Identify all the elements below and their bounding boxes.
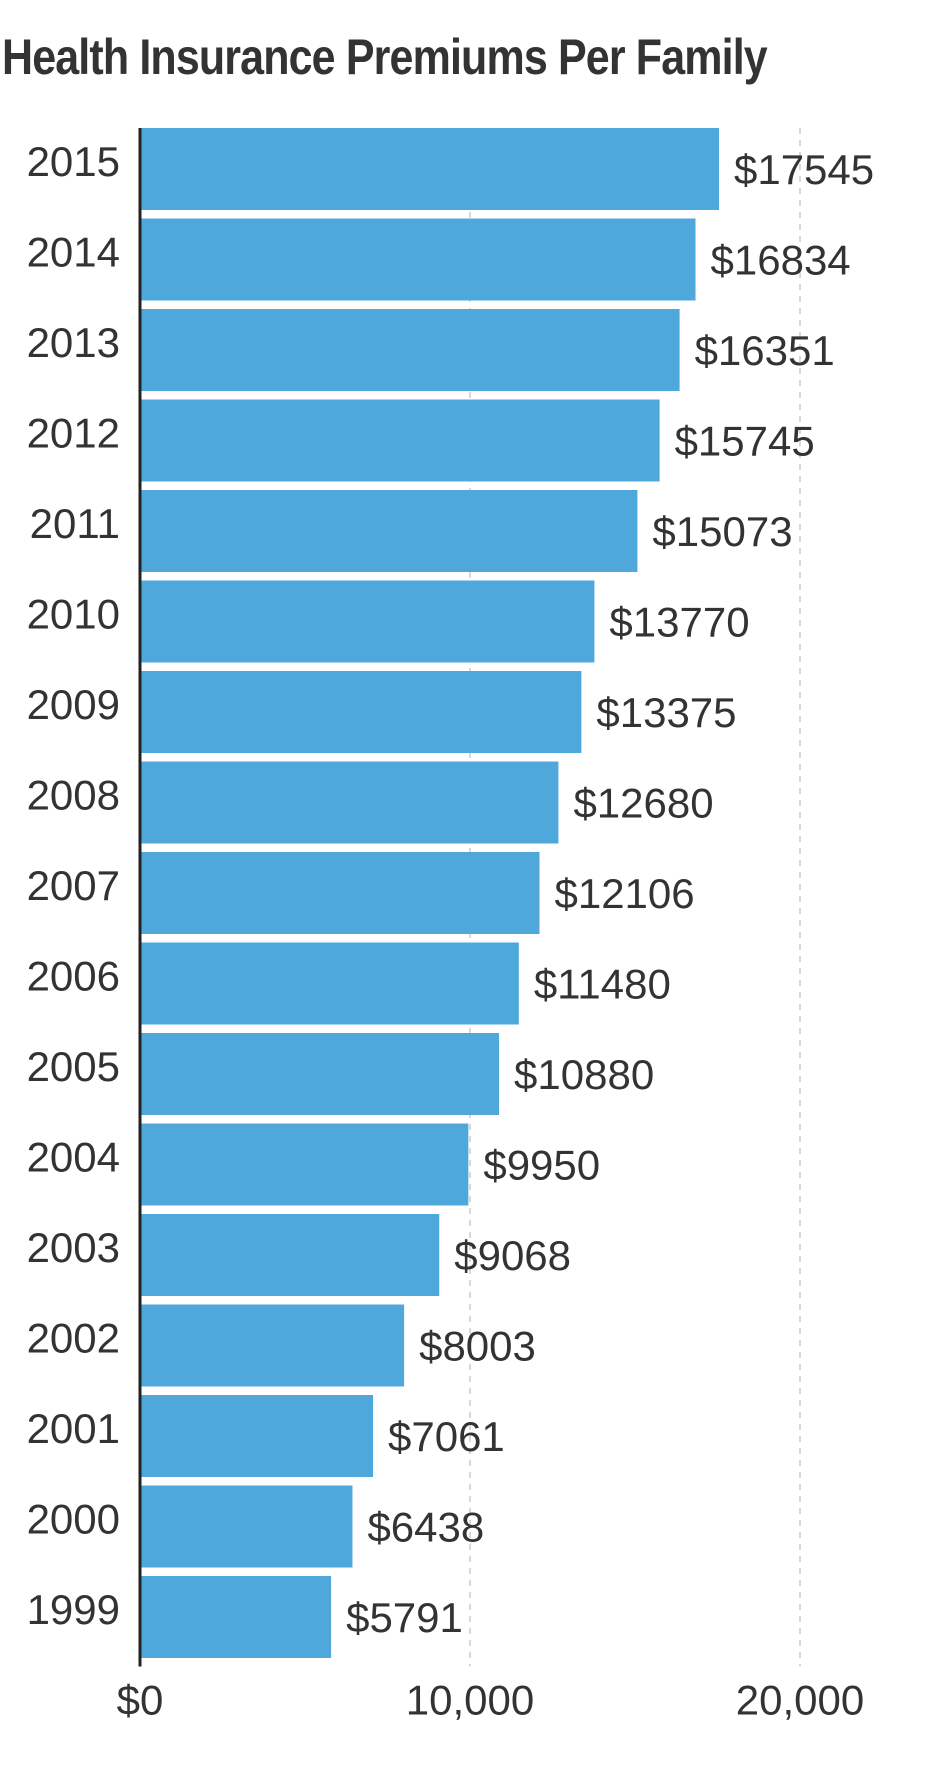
bar-2001 xyxy=(140,1395,374,1477)
value-label: $13375 xyxy=(596,689,736,736)
bar-2011 xyxy=(140,490,638,572)
category-label: 2006 xyxy=(27,953,120,1000)
category-label: 1999 xyxy=(27,1586,120,1633)
value-label: $9068 xyxy=(454,1232,571,1279)
bar-2006 xyxy=(140,942,519,1025)
category-label: 2010 xyxy=(27,591,120,638)
value-label: $5791 xyxy=(346,1594,463,1641)
value-label: $9950 xyxy=(483,1142,600,1189)
bar-2000 xyxy=(140,1485,353,1568)
bars xyxy=(140,128,719,1658)
bar-2012 xyxy=(140,399,660,482)
bar-2007 xyxy=(140,852,540,934)
value-label: $17545 xyxy=(734,146,874,193)
value-label: $10880 xyxy=(514,1051,654,1098)
bar-2013 xyxy=(140,309,680,391)
category-label: 2004 xyxy=(27,1134,120,1181)
bar-2014 xyxy=(140,218,696,301)
category-label: 2012 xyxy=(27,410,120,457)
value-label: $15073 xyxy=(652,508,792,555)
bar-2008 xyxy=(140,761,559,844)
bar-2010 xyxy=(140,580,595,663)
category-label: 2000 xyxy=(27,1496,120,1543)
category-label: 2001 xyxy=(27,1405,120,1452)
category-label: 2007 xyxy=(27,862,120,909)
category-label: 2013 xyxy=(27,319,120,366)
category-label: 2015 xyxy=(27,138,120,185)
value-label: $16351 xyxy=(695,327,835,374)
category-label: 2009 xyxy=(27,681,120,728)
value-label: $11480 xyxy=(534,961,671,1008)
bar-2005 xyxy=(140,1033,500,1115)
labels: $0 10,000 20,000 2015 $17545 2014 $16834 2013 $1… xyxy=(27,138,875,1724)
category-label: 2008 xyxy=(27,772,120,819)
value-label: $16834 xyxy=(711,237,851,284)
bar-2003 xyxy=(140,1214,440,1296)
bar-2004 xyxy=(140,1123,469,1206)
category-label: 2011 xyxy=(30,500,120,547)
bar-2009 xyxy=(140,671,582,753)
chart-title: Health Insurance Premiums Per Family xyxy=(2,29,768,85)
x-tick-label: $0 xyxy=(117,1677,164,1724)
value-label: $12680 xyxy=(573,780,713,827)
value-label: $15745 xyxy=(675,418,815,465)
x-tick-label: 10,000 xyxy=(406,1677,534,1724)
bar-1999 xyxy=(140,1576,332,1658)
value-label: $8003 xyxy=(419,1323,536,1370)
category-label: 2003 xyxy=(27,1224,120,1271)
value-label: $6438 xyxy=(367,1504,484,1551)
x-tick-label: 20,000 xyxy=(736,1677,864,1724)
bar-2002 xyxy=(140,1304,405,1387)
category-label: 2014 xyxy=(27,229,120,276)
value-label: $7061 xyxy=(388,1413,505,1460)
category-label: 2005 xyxy=(27,1043,120,1090)
value-label: $13770 xyxy=(609,599,749,646)
value-label: $12106 xyxy=(554,870,694,917)
bar-2015 xyxy=(140,128,719,210)
category-label: 2002 xyxy=(27,1315,120,1362)
